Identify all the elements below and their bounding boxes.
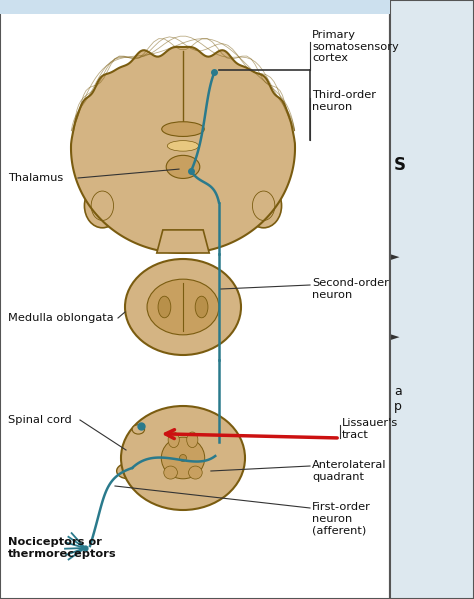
Text: Anterolateral
quadrant: Anterolateral quadrant bbox=[312, 460, 386, 482]
Text: p: p bbox=[394, 400, 402, 413]
Circle shape bbox=[180, 455, 186, 461]
Ellipse shape bbox=[161, 437, 205, 479]
Ellipse shape bbox=[189, 466, 202, 479]
Ellipse shape bbox=[117, 463, 140, 479]
Text: Medulla oblongata: Medulla oblongata bbox=[8, 313, 114, 323]
Text: ►: ► bbox=[391, 332, 400, 342]
Ellipse shape bbox=[187, 432, 198, 447]
Ellipse shape bbox=[164, 466, 177, 479]
Ellipse shape bbox=[168, 432, 179, 447]
Ellipse shape bbox=[147, 279, 219, 335]
Text: First-order
neuron
(afferent): First-order neuron (afferent) bbox=[312, 502, 371, 535]
Bar bbox=[390, 0, 474, 599]
Ellipse shape bbox=[195, 296, 208, 318]
Text: Lissauer's
tract: Lissauer's tract bbox=[342, 418, 398, 440]
Bar bbox=[0, 0, 390, 14]
Ellipse shape bbox=[125, 259, 241, 355]
Text: Nociceptors or
thermoreceptors: Nociceptors or thermoreceptors bbox=[8, 537, 117, 559]
Ellipse shape bbox=[166, 155, 200, 179]
Ellipse shape bbox=[162, 122, 204, 137]
Ellipse shape bbox=[167, 141, 199, 151]
Ellipse shape bbox=[121, 406, 245, 510]
Polygon shape bbox=[157, 230, 209, 253]
Polygon shape bbox=[71, 47, 295, 253]
Text: Second-order
neuron: Second-order neuron bbox=[312, 278, 389, 300]
Ellipse shape bbox=[158, 296, 171, 318]
Ellipse shape bbox=[132, 425, 145, 434]
Ellipse shape bbox=[246, 184, 282, 228]
Text: Third-order
neuron: Third-order neuron bbox=[312, 90, 376, 111]
Ellipse shape bbox=[84, 184, 120, 228]
Text: Spinal cord: Spinal cord bbox=[8, 415, 72, 425]
Bar bbox=[0, 0, 390, 599]
Text: ►: ► bbox=[391, 252, 400, 262]
Text: Thalamus: Thalamus bbox=[8, 173, 63, 183]
Text: Primary
somatosensory
cortex: Primary somatosensory cortex bbox=[312, 30, 399, 63]
Text: a: a bbox=[394, 385, 402, 398]
Text: S: S bbox=[394, 156, 406, 174]
